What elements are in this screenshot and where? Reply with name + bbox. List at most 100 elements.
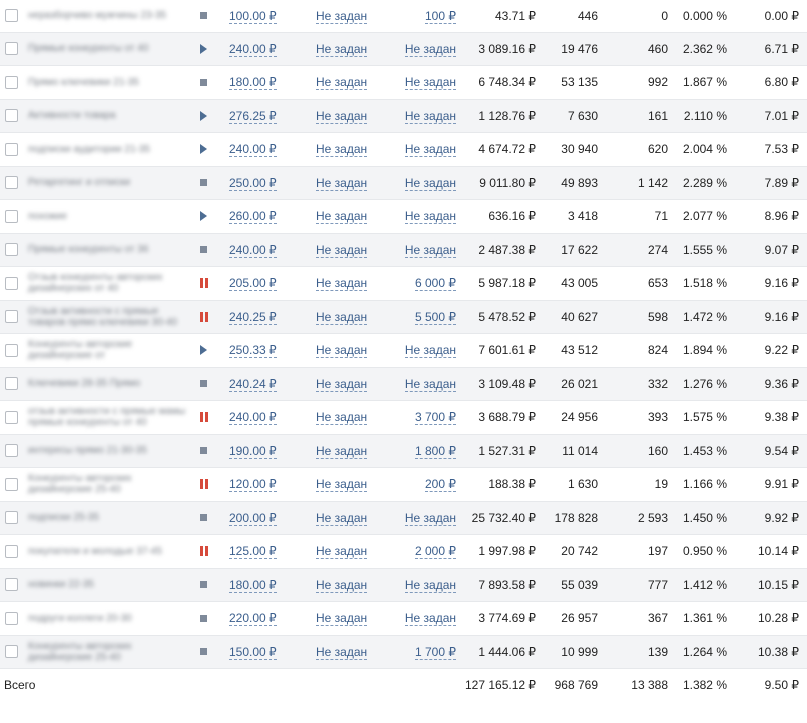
- ad-name[interactable]: Ключевики 28-35 Прямо: [28, 378, 141, 390]
- pause-icon[interactable]: [200, 311, 208, 322]
- play-icon[interactable]: [200, 345, 207, 356]
- row-checkbox[interactable]: [5, 578, 18, 592]
- pause-icon[interactable]: [200, 479, 208, 490]
- bid-link[interactable]: 205.00 ₽: [229, 276, 277, 292]
- bid-link[interactable]: 200.00 ₽: [229, 510, 277, 526]
- ad-name[interactable]: похожие: [28, 210, 68, 222]
- row-checkbox[interactable]: [5, 645, 18, 659]
- row-checkbox[interactable]: [5, 310, 18, 324]
- bid-link[interactable]: 150.00 ₽: [229, 644, 277, 660]
- total-limit-link[interactable]: Не задан: [316, 75, 368, 91]
- row-checkbox[interactable]: [5, 444, 18, 458]
- stop-icon[interactable]: [200, 581, 207, 589]
- bid-link[interactable]: 276.25 ₽: [229, 108, 277, 124]
- ad-name[interactable]: Конкуренты авторских дизайнерские 25-40: [28, 473, 132, 496]
- stop-icon[interactable]: [200, 614, 207, 622]
- row-checkbox[interactable]: [5, 511, 18, 525]
- bid-link[interactable]: 240.00 ₽: [229, 242, 277, 258]
- ad-name[interactable]: Конкуренты авторские дизайнерские от: [28, 339, 133, 362]
- row-checkbox[interactable]: [5, 9, 18, 23]
- table-row[interactable]: подруги коллеги 20-30 220.00 ₽ Не задан Не …: [0, 602, 807, 635]
- total-limit-link[interactable]: Не задан: [316, 343, 368, 359]
- row-checkbox[interactable]: [5, 343, 18, 357]
- total-limit-link[interactable]: Не задан: [316, 611, 368, 627]
- row-checkbox[interactable]: [5, 176, 18, 190]
- total-limit-link[interactable]: Не задан: [316, 376, 368, 392]
- daily-limit-link[interactable]: Не задан: [404, 209, 456, 225]
- daily-limit-link[interactable]: Не задан: [404, 175, 456, 191]
- table-row[interactable]: Прямо ключевики 21-35 180.00 ₽ Не задан Не …: [0, 66, 807, 99]
- table-row[interactable]: новинки 22-35 180.00 ₽ Не задан Не задан 7 8…: [0, 568, 807, 602]
- daily-limit-link[interactable]: 5 500 ₽: [415, 309, 456, 325]
- total-limit-link[interactable]: Не задан: [316, 510, 368, 526]
- daily-limit-link[interactable]: Не задан: [404, 242, 456, 258]
- bid-link[interactable]: 180.00 ₽: [229, 577, 277, 593]
- table-row[interactable]: подписки аудитории 21-35 240.00 ₽ Не задан…: [0, 133, 807, 166]
- stop-icon[interactable]: [200, 380, 207, 388]
- bid-link[interactable]: 180.00 ₽: [229, 75, 277, 91]
- ad-name[interactable]: Отзыв активности с прямые товаров прямо …: [28, 305, 178, 328]
- row-checkbox[interactable]: [5, 410, 18, 424]
- play-icon[interactable]: [200, 110, 207, 121]
- row-checkbox[interactable]: [5, 243, 18, 257]
- total-limit-link[interactable]: Не задан: [316, 544, 368, 560]
- daily-limit-link[interactable]: Не задан: [404, 510, 456, 526]
- table-row[interactable]: покупатели и молодые 37-45 125.00 ₽ Не зад…: [0, 535, 807, 568]
- total-limit-link[interactable]: Не задан: [316, 41, 368, 57]
- row-checkbox[interactable]: [5, 611, 18, 625]
- row-checkbox[interactable]: [5, 42, 18, 56]
- table-row[interactable]: похожие 260.00 ₽ Не задан Не задан 636.16 ₽ 3…: [0, 200, 807, 233]
- ad-name[interactable]: Отзыв конкуренты авторских дизайнерских …: [28, 272, 163, 295]
- ad-name[interactable]: новинки 22-35: [28, 579, 94, 591]
- total-limit-link[interactable]: Не задан: [316, 410, 368, 426]
- total-limit-link[interactable]: Не задан: [316, 644, 368, 660]
- bid-link[interactable]: 240.24 ₽: [229, 376, 277, 392]
- bid-link[interactable]: 220.00 ₽: [229, 611, 277, 627]
- ad-name[interactable]: подруги коллеги 20-30: [28, 612, 132, 624]
- stop-icon[interactable]: [200, 447, 207, 455]
- row-checkbox[interactable]: [5, 142, 18, 156]
- table-row[interactable]: Конкуренты авторские дизайнерские от 250.…: [0, 334, 807, 367]
- play-icon[interactable]: [200, 211, 207, 222]
- bid-link[interactable]: 125.00 ₽: [229, 544, 277, 560]
- pause-icon[interactable]: [200, 278, 208, 289]
- stop-icon[interactable]: [200, 514, 207, 522]
- ad-name[interactable]: Прямые конкуренты от 36: [28, 244, 149, 256]
- stop-icon[interactable]: [200, 179, 207, 187]
- total-limit-link[interactable]: Не задан: [316, 477, 368, 493]
- bid-link[interactable]: 240.00 ₽: [229, 41, 277, 57]
- ad-name[interactable]: отзыв активности с прямые мамы прямые ко…: [28, 406, 186, 429]
- total-limit-link[interactable]: Не задан: [316, 108, 368, 124]
- daily-limit-link[interactable]: 100 ₽: [425, 8, 456, 24]
- pause-icon[interactable]: [200, 412, 208, 423]
- ad-name[interactable]: подписки аудитории 21-35: [28, 143, 150, 155]
- daily-limit-link[interactable]: Не задан: [404, 75, 456, 91]
- play-icon[interactable]: [200, 144, 207, 155]
- daily-limit-link[interactable]: 200 ₽: [425, 477, 456, 493]
- bid-link[interactable]: 250.33 ₽: [229, 343, 277, 359]
- table-row[interactable]: Активности товара 276.25 ₽ Не задан Не зада…: [0, 99, 807, 133]
- table-row[interactable]: подписки 25-35 200.00 ₽ Не задан Не задан 25…: [0, 501, 807, 535]
- row-checkbox[interactable]: [5, 75, 18, 89]
- daily-limit-link[interactable]: 3 700 ₽: [415, 410, 456, 426]
- table-row[interactable]: Прямые конкуренты от 36 240.00 ₽ Не задан Н…: [0, 233, 807, 267]
- ad-name[interactable]: Прямые конкуренты от 40: [28, 43, 149, 55]
- total-limit-link[interactable]: Не задан: [316, 443, 368, 459]
- daily-limit-link[interactable]: 2 000 ₽: [415, 544, 456, 560]
- bid-link[interactable]: 120.00 ₽: [229, 477, 277, 493]
- table-row[interactable]: интересы прямо 21-30-35 190.00 ₽ Не задан 1…: [0, 434, 807, 468]
- bid-link[interactable]: 250.00 ₽: [229, 175, 277, 191]
- total-limit-link[interactable]: Не задан: [316, 276, 368, 292]
- play-icon[interactable]: [200, 43, 207, 54]
- ad-name[interactable]: неразборчиво мужчины 23-35: [28, 10, 167, 22]
- daily-limit-link[interactable]: 6 000 ₽: [415, 276, 456, 292]
- ad-name[interactable]: Конкуренты авторских дизайнерские 25-40: [28, 640, 132, 663]
- daily-limit-link[interactable]: Не задан: [404, 577, 456, 593]
- daily-limit-link[interactable]: Не задан: [404, 142, 456, 158]
- table-row[interactable]: Ретаргетинг и отписки 250.00 ₽ Не задан Не …: [0, 166, 807, 200]
- daily-limit-link[interactable]: Не задан: [404, 108, 456, 124]
- table-row[interactable]: отзыв активности с прямые мамы прямые ко…: [0, 401, 807, 434]
- ad-name[interactable]: Активности товара: [28, 110, 116, 122]
- row-checkbox[interactable]: [5, 477, 18, 491]
- table-row[interactable]: Конкуренты авторских дизайнерские 25-40 1…: [0, 635, 807, 669]
